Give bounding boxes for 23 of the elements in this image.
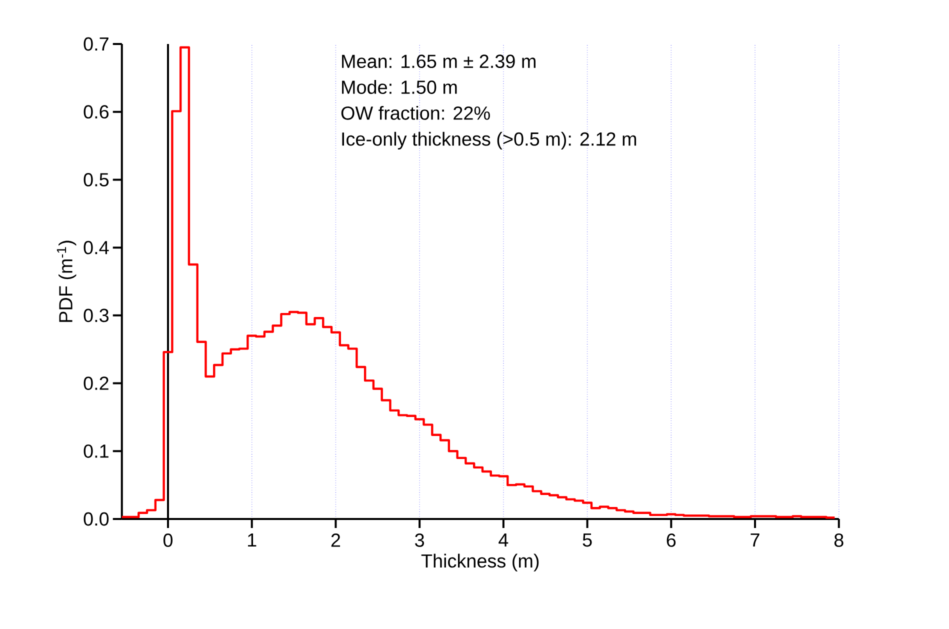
- y-tick-label: 0.5: [84, 173, 109, 186]
- x-tick-label: 7: [750, 534, 760, 547]
- x-tick-label: 4: [498, 534, 508, 547]
- y-axis-title: PDF (m$^{-1}$): [56, 240, 76, 322]
- x-tick-label: 1: [248, 534, 256, 547]
- annotation: OW fraction: 22%: [341, 106, 490, 120]
- x-axis-title: Thickness (m): [421, 554, 539, 572]
- y-tick-label: 0.3: [84, 308, 109, 322]
- x-tick-label: 2: [331, 534, 340, 547]
- x-tick-label: 0: [163, 534, 173, 547]
- y-tick-label: 0.7: [84, 37, 108, 51]
- y-tick-label: 0.4: [84, 240, 109, 254]
- x-tick-label: 3: [415, 534, 424, 547]
- x-tick-label: 8: [834, 534, 844, 547]
- annotation: Ice-only thickness (>0.5 m): 2.12 m: [342, 132, 636, 150]
- annotation: Mean: 1.65 m ± 2.39 m: [342, 54, 536, 68]
- y-tick-label: 0.6: [84, 105, 109, 119]
- x-tick-label: 5: [582, 534, 592, 547]
- annotation: Mode: 1.50 m: [342, 80, 457, 94]
- y-tick-label: 0.0: [84, 512, 109, 526]
- y-tick-label: 0.2: [84, 376, 108, 390]
- x-tick-label: 6: [666, 534, 676, 547]
- y-tick-label: 0.1: [84, 444, 108, 458]
